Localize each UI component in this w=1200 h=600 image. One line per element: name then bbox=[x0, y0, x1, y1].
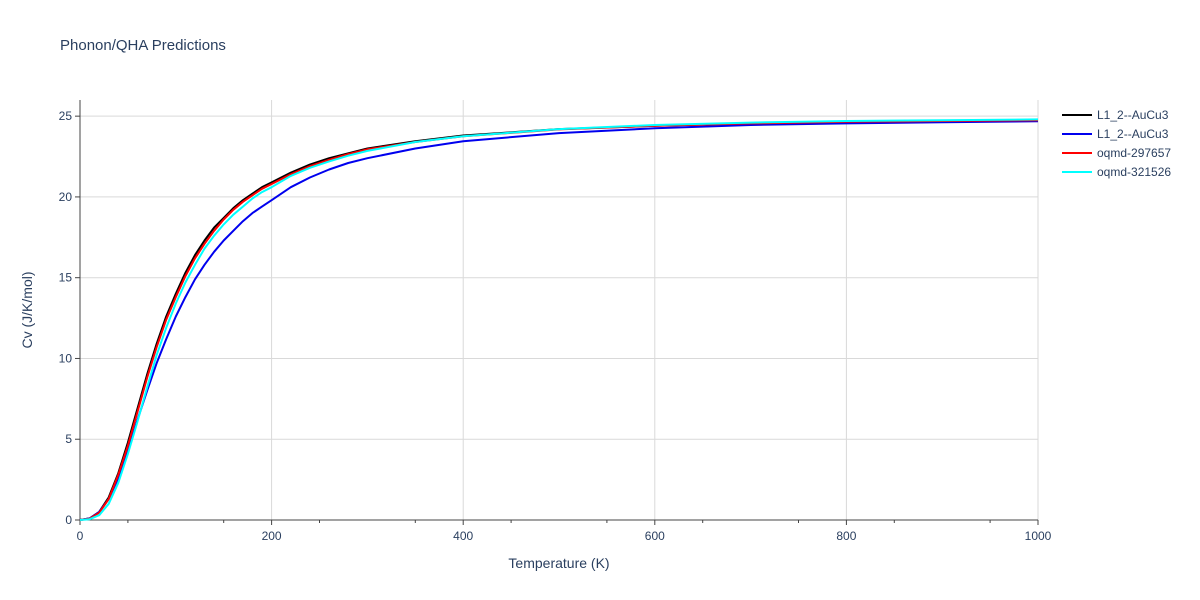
legend-label: L1_2--AuCu3 bbox=[1097, 108, 1169, 122]
x-tick-label: 0 bbox=[77, 529, 84, 543]
legend-item-4[interactable]: oqmd-321526 bbox=[1062, 165, 1171, 179]
x-axis-label: Temperature (K) bbox=[508, 555, 609, 571]
grid bbox=[80, 100, 1039, 520]
x-tick-label: 1000 bbox=[1025, 529, 1052, 543]
legend-label: L1_2--AuCu3 bbox=[1097, 127, 1169, 141]
chart-title: Phonon/QHA Predictions bbox=[60, 37, 226, 54]
y-tick-label: 25 bbox=[59, 109, 73, 123]
legend-item-3[interactable]: oqmd-297657 bbox=[1062, 146, 1171, 160]
legend-item-1[interactable]: L1_2--AuCu3 bbox=[1062, 108, 1169, 122]
x-tick-label: 400 bbox=[453, 529, 473, 543]
legend-item-2[interactable]: L1_2--AuCu3 bbox=[1062, 127, 1169, 141]
plot-area bbox=[79, 118, 1039, 521]
series-line-1 bbox=[79, 119, 1039, 521]
series-line-2 bbox=[79, 120, 1039, 521]
y-tick-label: 20 bbox=[59, 190, 73, 204]
axes: 0 200 400 600 800 1000 0 5 10 15 20 25 bbox=[59, 100, 1052, 543]
series-line-3 bbox=[79, 119, 1039, 521]
y-tick-label: 0 bbox=[65, 513, 72, 527]
legend[interactable]: L1_2--AuCu3 L1_2--AuCu3 oqmd-297657 oqmd-32… bbox=[1062, 108, 1171, 179]
x-tick-label: 200 bbox=[262, 529, 282, 543]
y-tick-label: 5 bbox=[65, 432, 72, 446]
x-tick-label: 800 bbox=[836, 529, 856, 543]
y-tick-label: 15 bbox=[59, 271, 73, 285]
legend-label: oqmd-297657 bbox=[1097, 146, 1171, 160]
y-tick-label: 10 bbox=[59, 351, 73, 365]
series-line-4 bbox=[79, 118, 1039, 521]
x-tick-label: 600 bbox=[645, 529, 665, 543]
y-axis-label: Cv (J/K/mol) bbox=[19, 272, 35, 349]
legend-label: oqmd-321526 bbox=[1097, 165, 1171, 179]
